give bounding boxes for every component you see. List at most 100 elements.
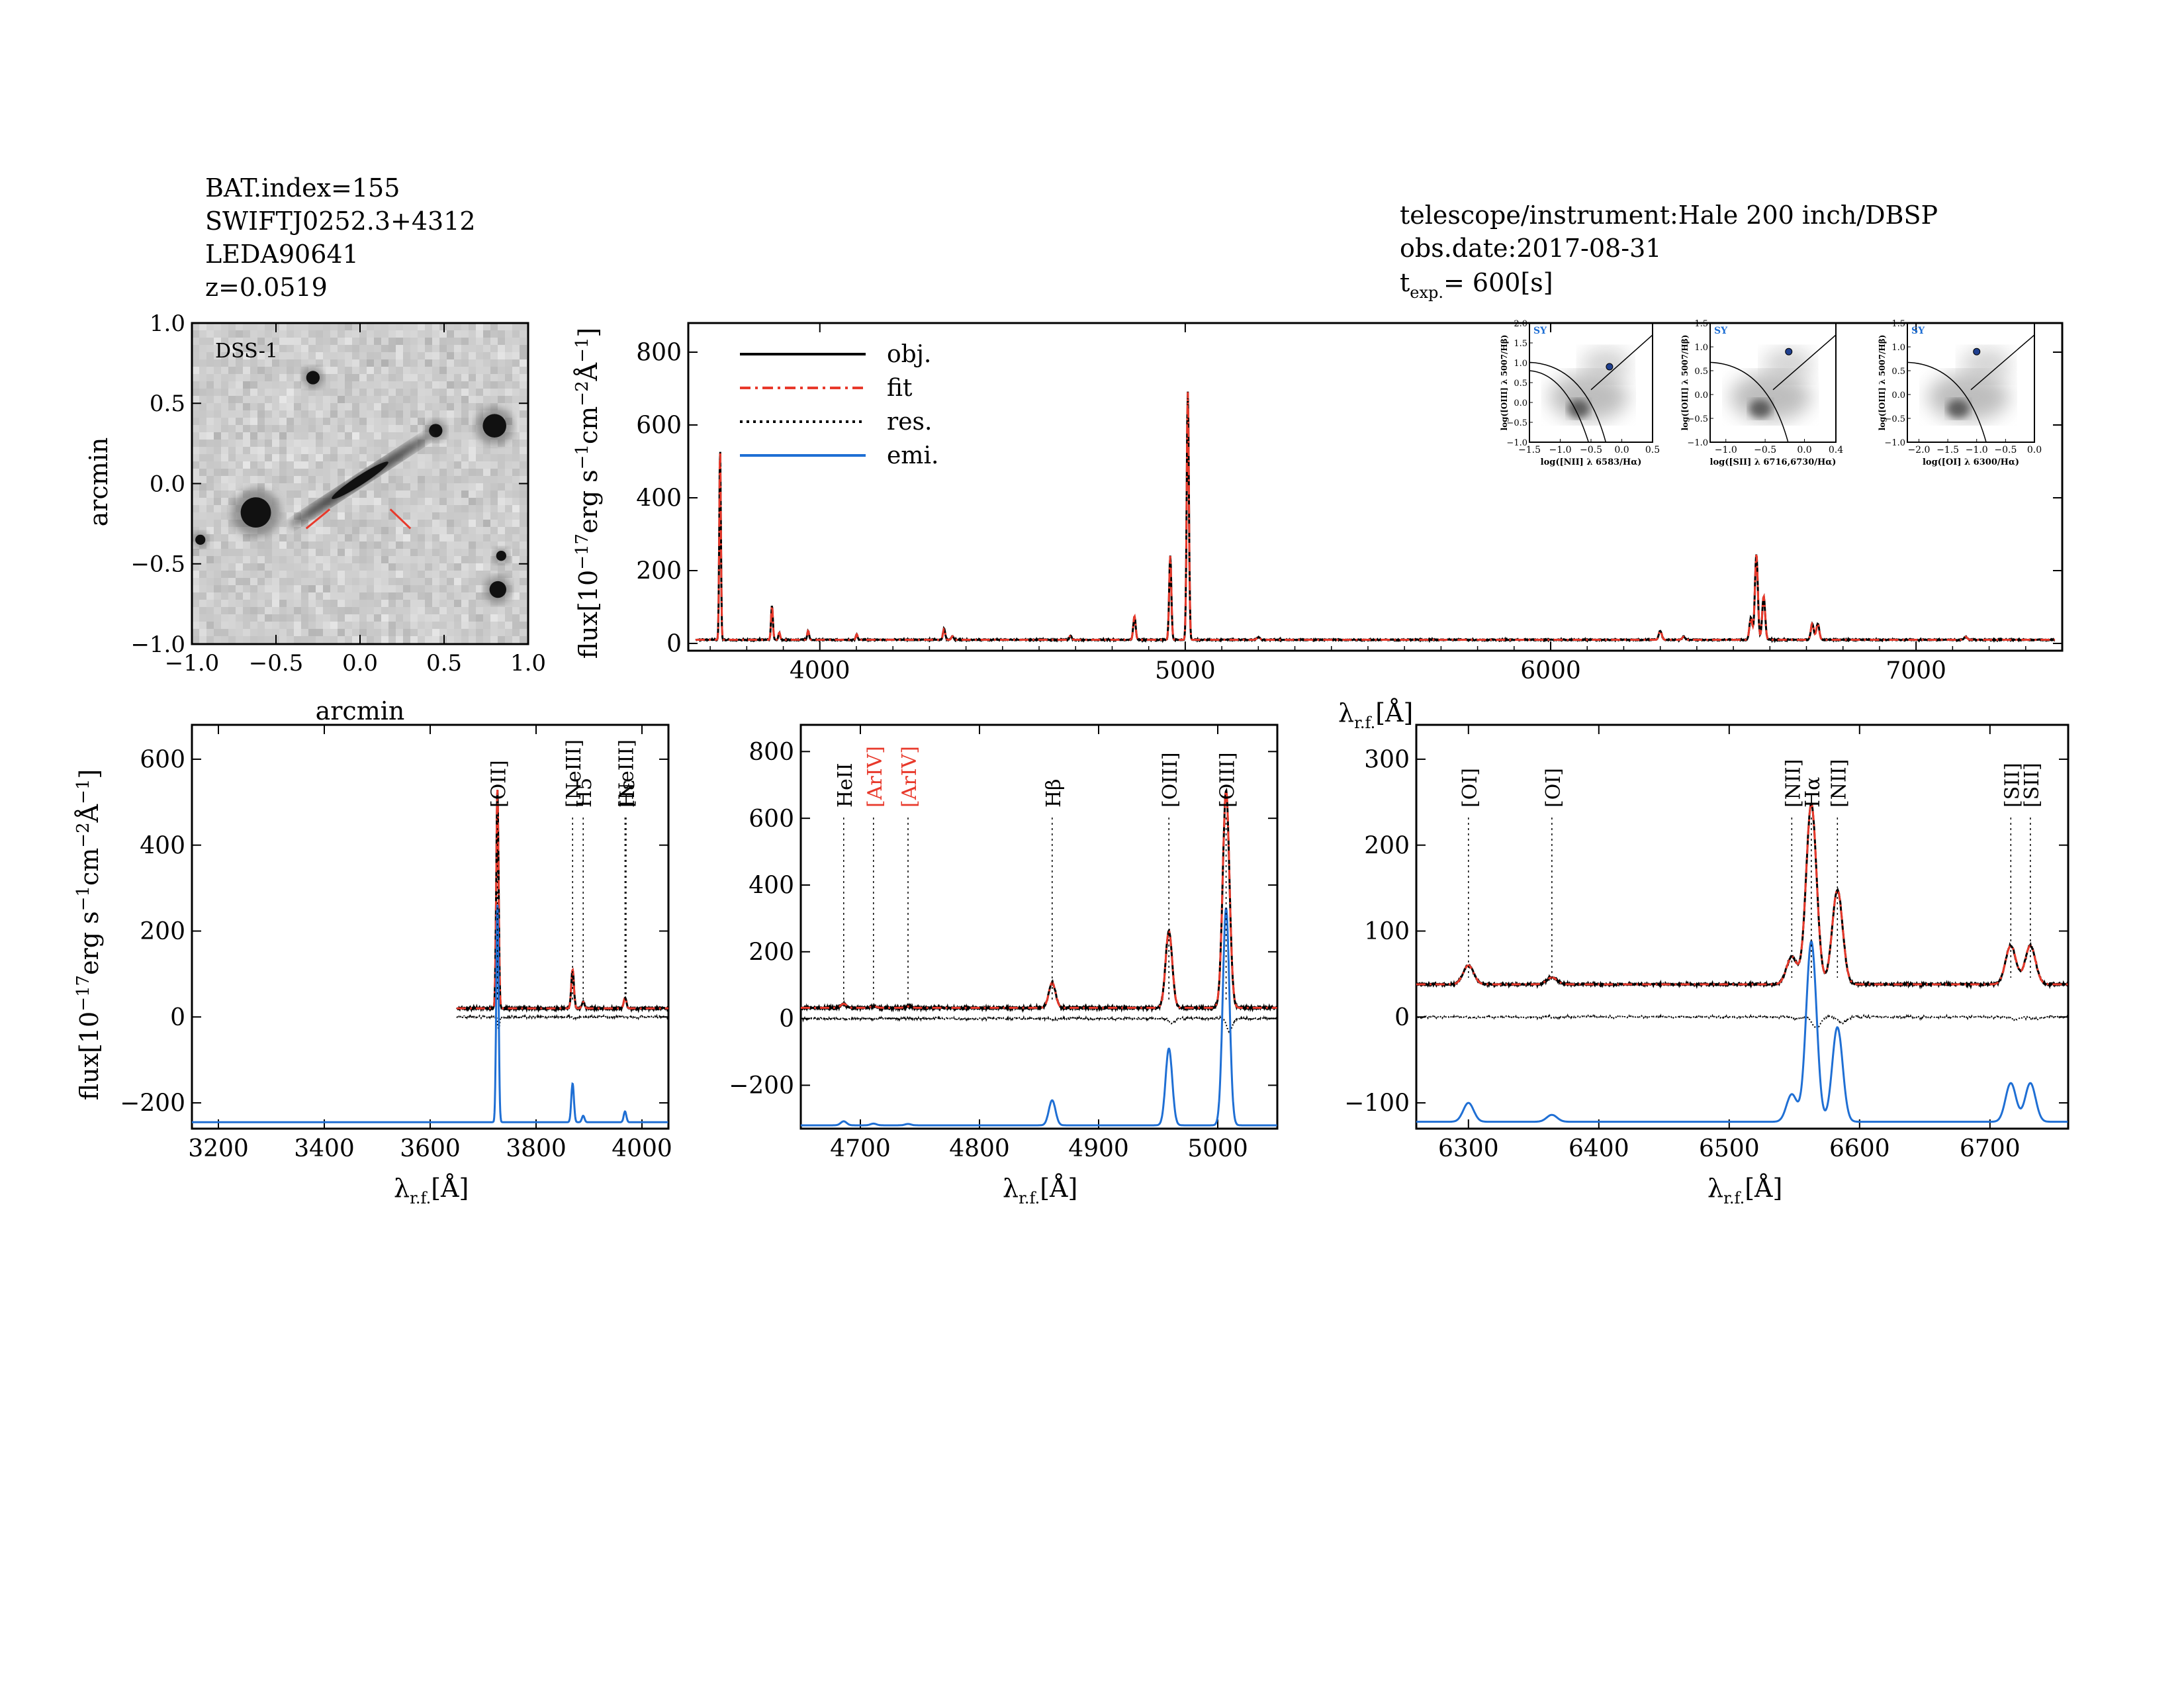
- noise-pixel: [308, 636, 316, 643]
- noise-pixel: [520, 447, 527, 454]
- noise-pixel: [396, 345, 403, 352]
- noise-pixel: [447, 396, 454, 403]
- noise-pixel: [345, 352, 352, 359]
- noise-pixel: [418, 425, 425, 432]
- noise-pixel: [236, 483, 243, 491]
- noise-pixel: [206, 418, 214, 425]
- noise-pixel: [192, 338, 199, 345]
- noise-pixel: [330, 425, 338, 432]
- noise-pixel: [520, 483, 527, 491]
- dss-axes: −1.0 −0.5 0.0 0.5 1.0−1.0−0.50.00.51.0: [130, 310, 546, 677]
- noise-pixel: [345, 374, 352, 381]
- noise-pixel: [432, 469, 439, 476]
- noise-pixel: [308, 585, 316, 592]
- noise-pixel: [243, 359, 250, 367]
- noise-pixel: [432, 359, 439, 367]
- noise-pixel: [447, 563, 454, 571]
- noise-pixel: [425, 381, 432, 389]
- noise-pixel: [294, 578, 301, 585]
- noise-pixel: [287, 469, 294, 476]
- noise-pixel: [359, 418, 367, 425]
- line-label: HeII: [834, 763, 857, 808]
- noise-pixel: [512, 345, 520, 352]
- noise-pixel: [367, 556, 374, 563]
- noise-pixel: [192, 454, 199, 461]
- noise-pixel: [469, 345, 476, 352]
- line-label: [ArIV]: [898, 746, 921, 808]
- noise-pixel: [243, 541, 250, 549]
- noise-pixel: [454, 541, 461, 549]
- noise-pixel: [301, 541, 308, 549]
- noise-pixel: [505, 403, 512, 410]
- x-tick-label: 3800: [506, 1135, 567, 1162]
- noise-pixel: [418, 498, 425, 505]
- noise-pixel: [338, 549, 345, 556]
- noise-pixel: [505, 374, 512, 381]
- noise-pixel: [410, 345, 418, 352]
- noise-pixel: [206, 323, 214, 330]
- noise-pixel: [279, 571, 287, 578]
- noise-pixel: [454, 425, 461, 432]
- inset-y-tick-label: −0.5: [1884, 414, 1905, 424]
- noise-pixel: [418, 461, 425, 469]
- noise-pixel: [228, 359, 236, 367]
- noise-pixel: [236, 330, 243, 338]
- noise-pixel: [214, 563, 221, 571]
- noise-pixel: [381, 483, 388, 491]
- noise-pixel: [279, 491, 287, 498]
- noise-pixel: [257, 338, 265, 345]
- noise-pixel: [483, 498, 490, 505]
- noise-pixel: [476, 571, 483, 578]
- noise-pixel: [418, 541, 425, 549]
- noise-pixel: [374, 330, 381, 338]
- noise-pixel: [236, 440, 243, 447]
- noise-pixel: [359, 541, 367, 549]
- noise-pixel: [228, 440, 236, 447]
- noise-pixel: [352, 549, 359, 556]
- noise-pixel: [345, 359, 352, 367]
- noise-pixel: [243, 629, 250, 636]
- noise-pixel: [469, 396, 476, 403]
- noise-pixel: [199, 556, 206, 563]
- noise-pixel: [447, 622, 454, 629]
- noise-pixel: [199, 345, 206, 352]
- noise-pixel: [250, 629, 257, 636]
- noise-pixel: [316, 556, 323, 563]
- noise-pixel: [206, 556, 214, 563]
- noise-pixel: [294, 483, 301, 491]
- noise-pixel: [214, 432, 221, 440]
- noise-pixel: [388, 520, 396, 527]
- noise-pixel: [323, 520, 330, 527]
- noise-pixel: [476, 476, 483, 483]
- noise-pixel: [330, 578, 338, 585]
- noise-pixel: [316, 520, 323, 527]
- noise-pixel: [279, 381, 287, 389]
- noise-pixel: [287, 483, 294, 491]
- noise-pixel: [425, 447, 432, 454]
- noise-pixel: [483, 323, 490, 330]
- noise-pixel: [316, 578, 323, 585]
- noise-pixel: [439, 607, 447, 614]
- noise-pixel: [490, 571, 498, 578]
- noise-pixel: [301, 410, 308, 418]
- noise-pixel: [257, 585, 265, 592]
- noise-pixel: [330, 527, 338, 534]
- noise-pixel: [272, 352, 279, 359]
- noise-pixel: [410, 396, 418, 403]
- noise-pixel: [206, 389, 214, 396]
- noise-pixel: [199, 338, 206, 345]
- noise-pixel: [461, 636, 469, 643]
- noise-pixel: [250, 447, 257, 454]
- noise-pixel: [316, 323, 323, 330]
- noise-pixel: [330, 396, 338, 403]
- noise-pixel: [352, 607, 359, 614]
- noise-pixel: [308, 440, 316, 447]
- noise-pixel: [476, 578, 483, 585]
- noise-pixel: [345, 600, 352, 607]
- noise-pixel: [476, 367, 483, 374]
- noise-pixel: [512, 629, 520, 636]
- noise-pixel: [461, 600, 469, 607]
- noise-pixel: [301, 527, 308, 534]
- noise-pixel: [345, 636, 352, 643]
